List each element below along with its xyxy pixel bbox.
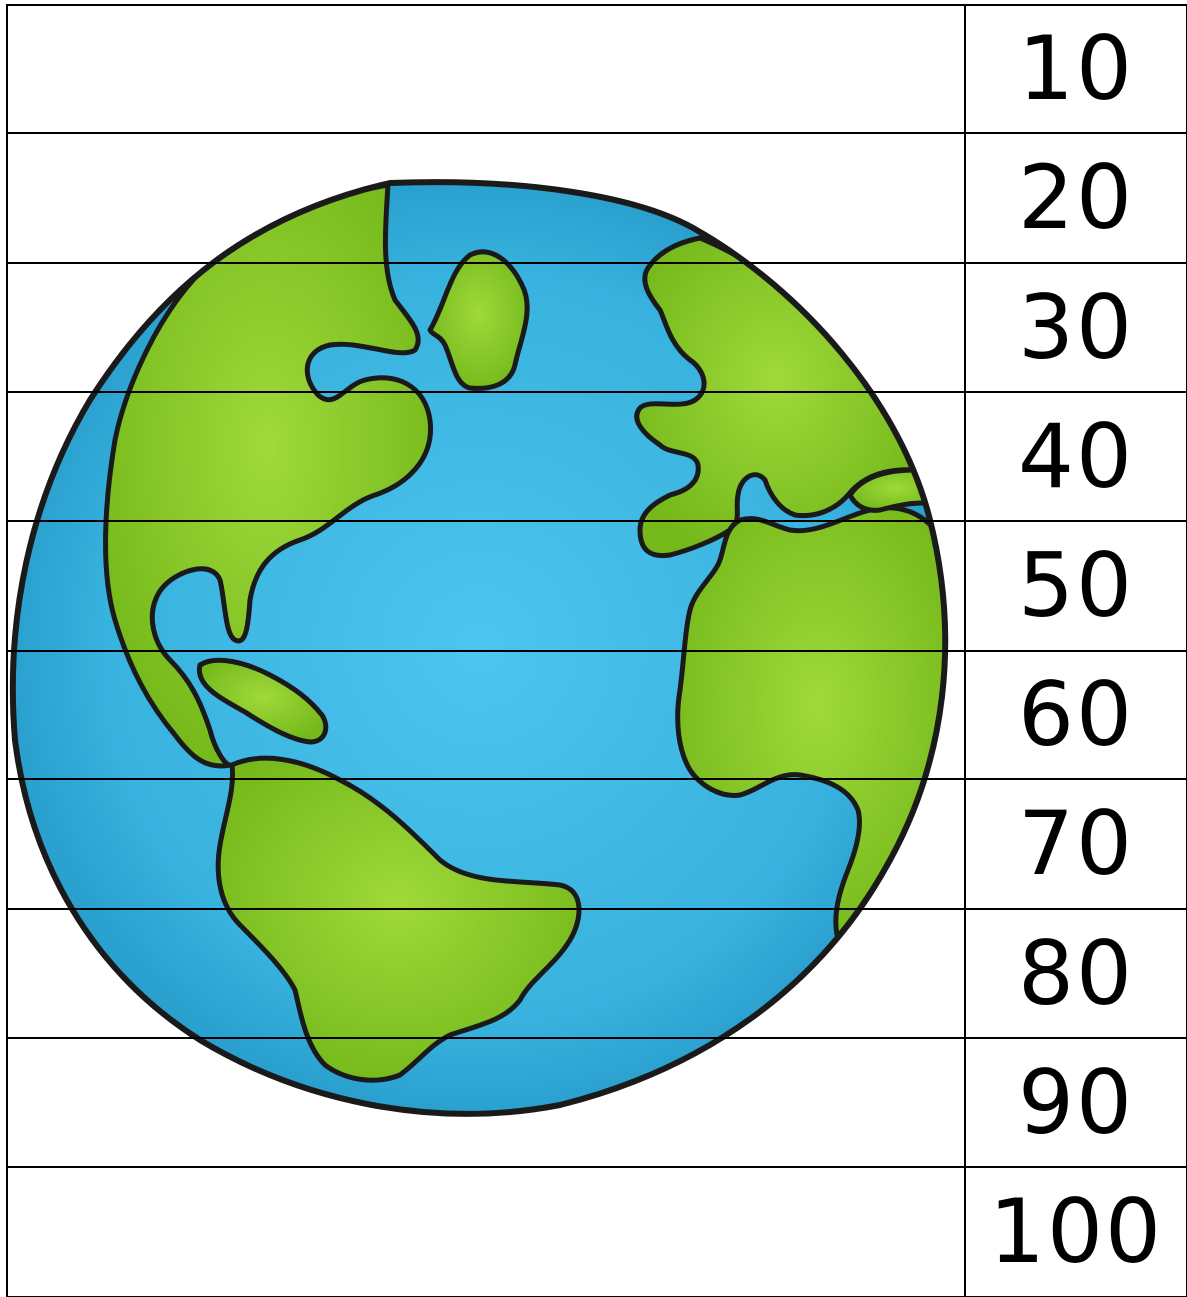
strip-number-50: 50	[1018, 534, 1134, 637]
caribbean-island	[196, 657, 329, 745]
strip-number-60: 60	[1018, 663, 1134, 766]
strip-grid	[6, 4, 1187, 1297]
strip-number-100: 100	[989, 1180, 1163, 1283]
north-america-landmass	[103, 182, 434, 769]
greenland-landmass	[427, 249, 530, 391]
globe-outline	[9, 179, 949, 1117]
south-america-landmass	[215, 755, 582, 1083]
strip-number-30: 30	[1018, 275, 1134, 379]
strip-number-90: 90	[1018, 1050, 1134, 1154]
africa-landmass	[675, 505, 946, 948]
strip-number-40: 40	[1018, 404, 1134, 508]
strip-number-10: 10	[1018, 17, 1134, 120]
strip-number-70: 70	[1018, 792, 1134, 895]
strip-number-20: 20	[1018, 146, 1134, 249]
strip-number-80: 80	[1018, 921, 1134, 1025]
